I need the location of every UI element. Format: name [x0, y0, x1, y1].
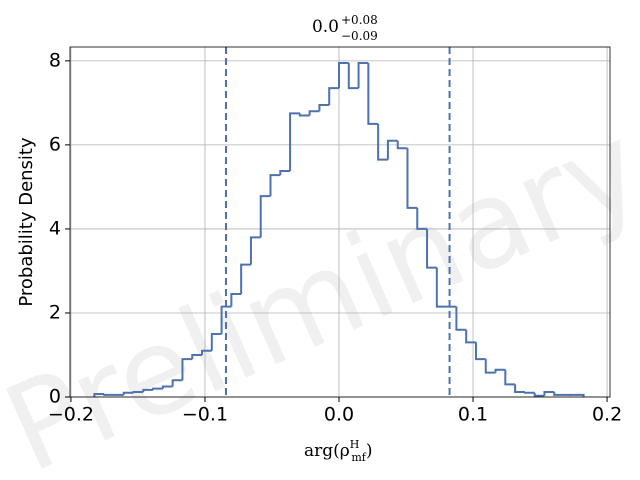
x-label-pre: arg(ρ [304, 441, 350, 461]
histogram-bin [201, 349, 212, 355]
histogram-bin [543, 390, 555, 396]
histogram-bin [367, 62, 379, 125]
histogram-bin [406, 148, 418, 209]
x-label-sup: H [350, 438, 360, 451]
y-tick-label: 4 [49, 217, 61, 239]
x-label-post: ) [366, 441, 373, 461]
histogram-bin [474, 342, 486, 361]
histogram-bin [240, 263, 251, 295]
y-tick-label: 8 [49, 49, 61, 71]
histogram-bin [289, 112, 300, 171]
x-tick-label: 0.2 [592, 404, 622, 426]
histogram-bin [553, 391, 565, 396]
x-label-sub: mf [351, 451, 366, 464]
histogram-bin [191, 353, 203, 360]
plot-frame [69, 46, 611, 398]
histogram-bin [230, 293, 242, 307]
histogram-bin [161, 385, 173, 389]
histogram-bin [416, 207, 428, 230]
y-tick-label: 2 [49, 301, 61, 323]
x-tick-label: −0.2 [48, 404, 94, 426]
histogram-bin [426, 228, 437, 269]
title-lower: −0.09 [341, 29, 378, 43]
histogram-bin [269, 174, 281, 197]
histogram-bin [347, 62, 359, 90]
histogram-bin [523, 391, 535, 394]
histogram-bin [279, 169, 291, 176]
title-upper: +0.08 [341, 13, 378, 27]
histogram-bin [103, 393, 114, 396]
histogram-bin [318, 103, 330, 112]
x-tick-label: 0.1 [458, 404, 488, 426]
histogram-bin [337, 61, 349, 89]
x-tick-label: −0.1 [182, 404, 228, 426]
histogram-bin [210, 332, 222, 351]
histogram-bin [573, 393, 585, 397]
histogram-bin [435, 267, 447, 308]
histogram-bin [132, 390, 144, 393]
watermark: Preliminary [0, 97, 640, 480]
histogram-bin [377, 123, 388, 161]
histogram-bin [181, 358, 193, 381]
histogram-bin [298, 113, 310, 117]
histogram-bin [249, 236, 261, 265]
histogram-bin [308, 110, 320, 116]
histogram-bin [171, 379, 183, 387]
histogram-bin [152, 387, 163, 390]
histogram-bin [386, 139, 398, 160]
histogram-bin [259, 195, 271, 238]
y-axis-label: Probability Density [16, 137, 37, 307]
histogram-bin [93, 393, 105, 397]
x-axis-label: arg(ρH mf) [304, 438, 373, 464]
histogram-bin [504, 369, 516, 386]
histogram-bin [494, 368, 506, 373]
histogram-bin [122, 391, 134, 395]
histogram-bin [455, 306, 467, 331]
title-base: 0.0 [312, 17, 339, 37]
histogram-bin [514, 384, 525, 393]
histogram-bin [357, 61, 369, 89]
x-tick-label: 0.0 [324, 404, 354, 426]
histogram-bin [142, 388, 154, 392]
y-tick-label: 6 [49, 133, 61, 155]
y-tick-label: 0 [49, 386, 61, 408]
histogram-bin [484, 359, 496, 374]
histogram-bin [328, 87, 339, 105]
histogram-bin [220, 305, 232, 334]
histogram-bin [465, 329, 476, 344]
histogram-bin [396, 140, 408, 150]
histogram-bin [533, 392, 545, 397]
